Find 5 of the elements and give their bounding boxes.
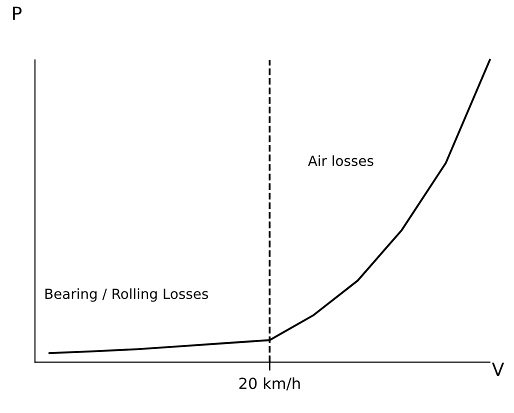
x-axis-title: V	[492, 362, 504, 376]
y-axis-title: P	[13, 6, 22, 20]
annotation: Bearing / Rolling Losses	[45, 288, 208, 302]
annotation: Air losses	[308, 155, 374, 166]
text: 20 km/h	[239, 377, 300, 390]
